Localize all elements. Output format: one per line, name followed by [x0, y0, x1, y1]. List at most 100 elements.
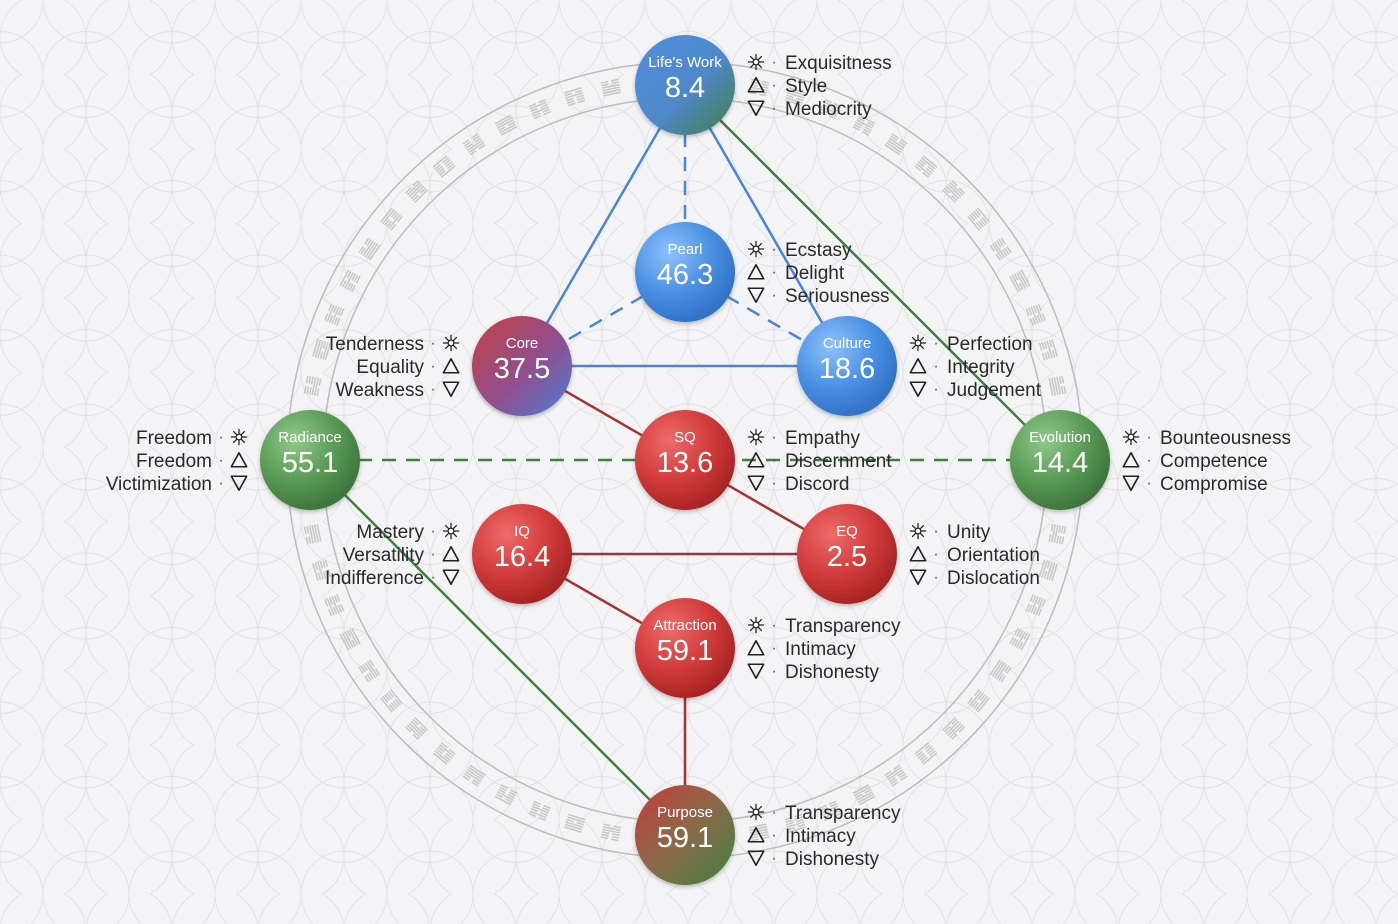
hexagram-icon	[989, 237, 1012, 261]
separator-dot: ·	[771, 452, 776, 469]
node-attraction-label-2: Dishonesty	[785, 662, 879, 683]
hexagram-icon	[312, 339, 332, 361]
hexagram-icon	[852, 114, 876, 136]
hexagram-icon	[1048, 523, 1067, 545]
gift-star-icon	[230, 428, 248, 446]
node-culture-sphere	[797, 316, 897, 416]
node-pearl-labels: · Ecstasy · Delight · Seriousness	[747, 240, 890, 307]
hexagram-icon	[358, 237, 381, 261]
node-culture-labels: · Perfection · Integrity · Judgement	[909, 334, 1042, 401]
node-lifes-work-sphere	[635, 35, 735, 135]
node-core-label-1: Equality	[356, 357, 424, 378]
hexagram-icon	[1025, 303, 1046, 326]
node-iq-label-0: Mastery	[356, 522, 424, 543]
separator-dot: ·	[933, 335, 938, 352]
hexagram-icon	[784, 87, 806, 107]
separator-dot: ·	[771, 850, 776, 867]
hexagram-icon	[564, 813, 586, 833]
node-lifes-work-title: Life's Work	[648, 54, 722, 71]
node-core-sphere	[472, 316, 572, 416]
separator-dot: ·	[771, 827, 776, 844]
node-pearl-sphere	[635, 222, 735, 322]
hexagram-icon	[1048, 375, 1067, 397]
node-pearl-title: Pearl	[667, 241, 702, 258]
hexagram-icon	[339, 269, 361, 293]
gift-star-icon	[747, 803, 765, 821]
node-purpose-sphere	[635, 785, 735, 885]
node-core-labels: · Tenderness · Equality · Weakness	[326, 334, 460, 401]
hexagram-icon	[432, 742, 456, 765]
node-sq-label-2: Discord	[785, 474, 849, 495]
hexagram-icon	[462, 764, 486, 787]
edge-lifes-work-core	[520, 84, 687, 367]
hexagram-icon	[1009, 269, 1031, 293]
separator-dot: ·	[430, 569, 435, 586]
hexagram-icon	[462, 133, 486, 156]
separator-dot: ·	[1146, 475, 1151, 492]
hexagram-icon	[884, 764, 908, 787]
node-culture-title: Culture	[823, 335, 871, 352]
node-lifes-work-label-0: Exquisitness	[785, 53, 892, 74]
separator-dot: ·	[771, 54, 776, 71]
node-eq[interactable]: EQ2.5 · Unity · Orientation · Dislocation	[797, 504, 1040, 604]
gift-star-icon	[442, 522, 460, 540]
edge-lifes-work-culture	[683, 84, 849, 367]
hexagram-icon	[914, 742, 938, 765]
node-evolution-label-2: Compromise	[1160, 474, 1268, 495]
hexagram-icon	[380, 689, 403, 713]
node-sq-sphere	[635, 410, 735, 510]
hexagram-icon	[884, 133, 908, 156]
node-core-label-0: Tenderness	[326, 334, 424, 355]
separator-dot: ·	[933, 523, 938, 540]
node-purpose-label-0: Transparency	[785, 803, 901, 824]
hexagram-icon	[914, 155, 938, 178]
separator-dot: ·	[430, 523, 435, 540]
node-attraction-labels: · Transparency · Intimacy · Dishonesty	[747, 616, 901, 683]
node-eq-sphere	[797, 504, 897, 604]
node-eq-value: 2.5	[827, 541, 867, 573]
hexagram-icon	[358, 659, 381, 683]
hexagram-icon	[600, 78, 622, 97]
hexagram-icon	[819, 99, 842, 120]
node-iq-sphere	[472, 504, 572, 604]
node-evolution-title: Evolution	[1029, 429, 1091, 446]
hexagram-icon	[404, 716, 429, 741]
gift-star-icon	[909, 334, 927, 352]
node-core-value: 37.5	[494, 353, 550, 385]
node-radiance-labels: · Freedom · Freedom · Victimization	[106, 428, 248, 495]
gift-star-icon	[747, 616, 765, 634]
separator-dot: ·	[771, 241, 776, 258]
node-lifes-work-label-2: Mediocrity	[785, 99, 872, 120]
separator-dot: ·	[430, 335, 435, 352]
node-pearl-label-2: Seriousness	[785, 286, 890, 307]
node-eq-label-1: Orientation	[947, 545, 1040, 566]
node-iq-label-2: Indifference	[325, 568, 424, 589]
node-eq-title: EQ	[836, 523, 858, 540]
node-culture-value: 18.6	[819, 353, 875, 385]
node-evolution-label-1: Competence	[1160, 451, 1268, 472]
hexagram-icon	[494, 114, 518, 136]
node-sq-labels: · Empathy · Discernment · Discord	[747, 428, 892, 495]
gift-star-icon	[1122, 428, 1140, 446]
separator-dot: ·	[771, 429, 776, 446]
node-lifes-work-value: 8.4	[665, 72, 705, 104]
separator-dot: ·	[771, 663, 776, 680]
hexagram-icon	[303, 375, 322, 397]
separator-dot: ·	[933, 569, 938, 586]
node-eq-labels: · Unity · Orientation · Dislocation	[909, 522, 1040, 589]
node-iq-title: IQ	[514, 523, 530, 540]
separator-dot: ·	[1146, 452, 1151, 469]
node-sq-value: 13.6	[657, 447, 713, 479]
hexagram-icon	[380, 207, 403, 231]
